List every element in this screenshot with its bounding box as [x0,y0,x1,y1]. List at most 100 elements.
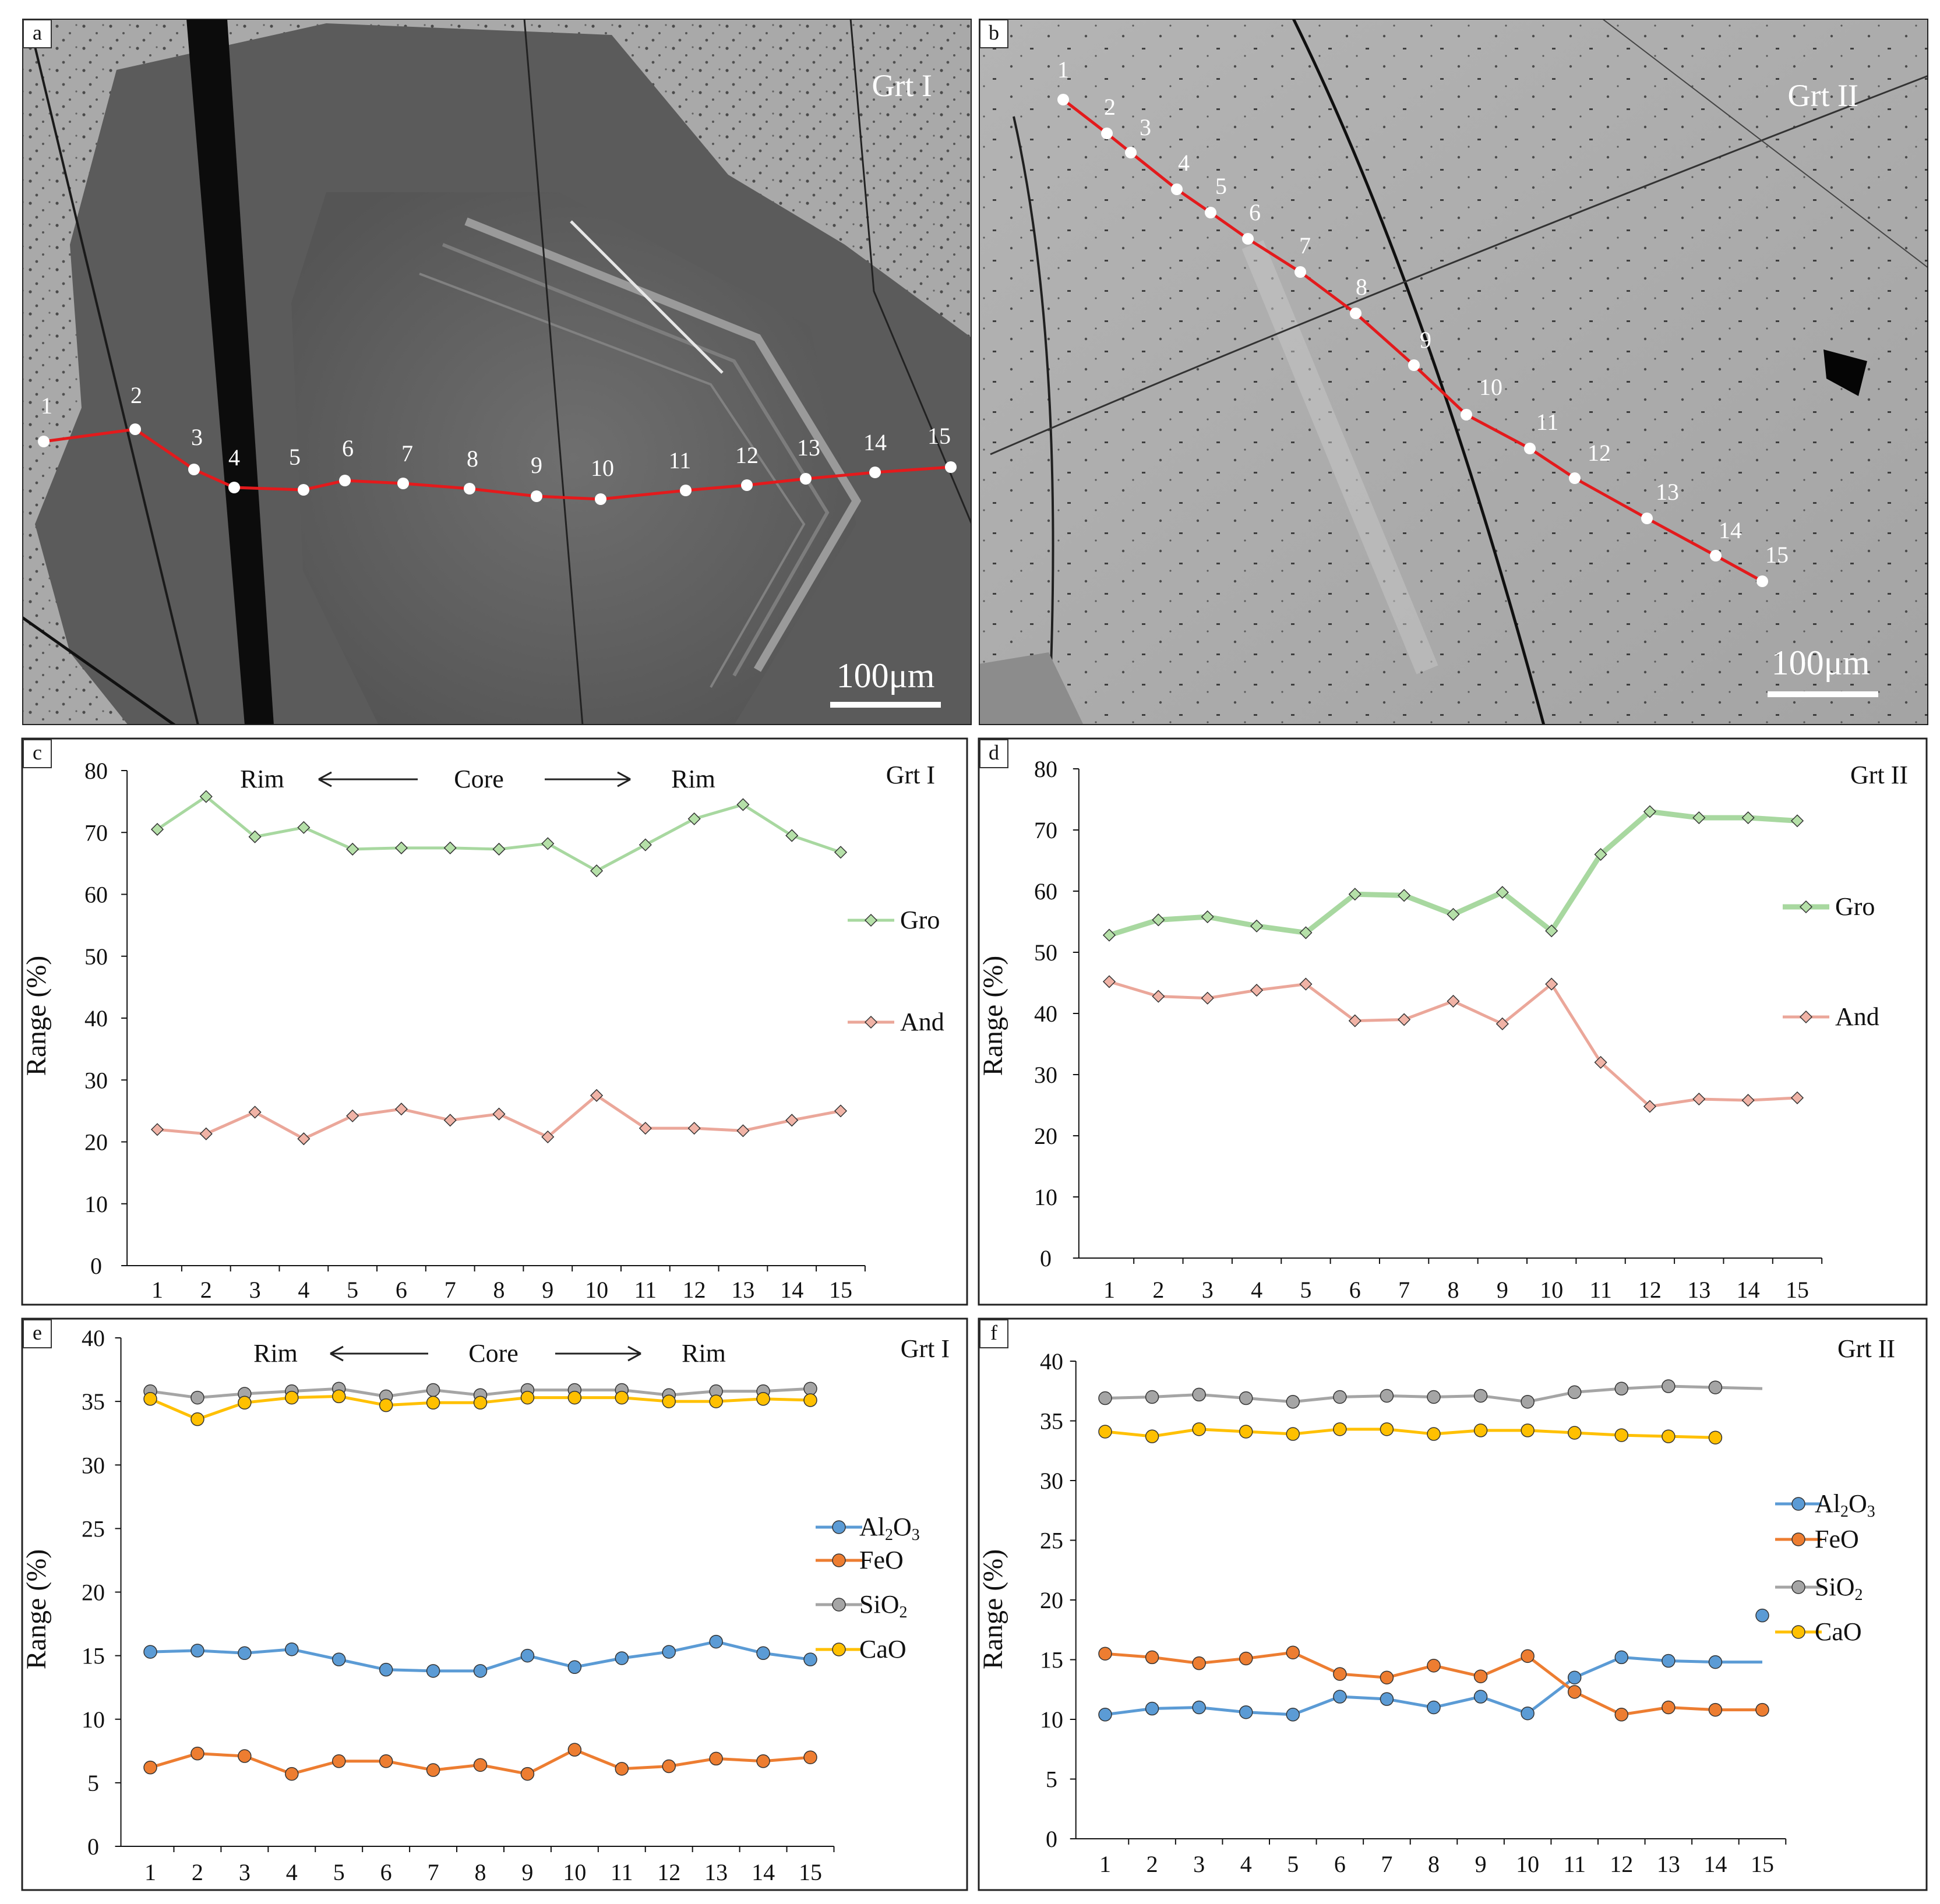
profile-a-point [397,478,409,489]
legend-cao-label: CaO [859,1635,906,1663]
x-tick-label: 10 [585,1277,608,1303]
series-feo-point [473,1758,488,1772]
series-and-point [1545,977,1558,991]
x-tick-label: 1 [151,1277,163,1303]
profile-b-point-label: 3 [1140,114,1151,140]
series-and-point [1201,991,1214,1005]
series-feo-point [1427,1659,1441,1673]
series-and-point [1348,1014,1361,1027]
series-and-point [1643,1100,1656,1113]
y-tick-label: 20 [1034,1123,1057,1149]
series-al2o3-point [1708,1655,1723,1669]
series-feo-point [1614,1708,1629,1722]
series-al2o3-point [662,1645,676,1659]
profile-a-point-label: 12 [735,442,759,468]
series-al2o3-point [473,1664,488,1678]
series-gro-point [1495,886,1509,899]
profile-b-point [1641,513,1653,524]
y-tick-label: 15 [82,1643,105,1669]
series-cao-point [143,1392,157,1406]
legend-gro-marker [864,913,878,927]
profile-a-point [129,423,141,435]
profile-a-point-label: 8 [467,446,478,472]
profile-b-point-label: 5 [1215,173,1227,199]
y-tick-label: 70 [84,819,108,846]
y-axis-label: Range (%) [21,1549,52,1670]
profile-b-point-label: 14 [1719,517,1742,543]
series-feo-point [238,1749,252,1763]
series-al2o3-point [1098,1708,1112,1722]
y-tick-label: 20 [1040,1587,1063,1613]
series-gro-point [248,830,262,843]
x-tick-label: 10 [563,1859,586,1885]
profile-a-point [298,484,309,496]
y-tick-label: 10 [1040,1707,1063,1733]
x-tick-label: 4 [1251,1277,1262,1303]
series-cao-point [1708,1430,1723,1444]
legend-sio2-label: SiO2 [859,1590,907,1622]
panel-a-scale-bar [830,702,941,708]
series-gro-point [150,822,164,836]
annotation-rim-right: Rim [671,765,715,793]
x-tick-label: 15 [1786,1277,1809,1303]
profile-a-point [680,485,692,496]
x-tick-label: 12 [683,1277,706,1303]
x-tick-label: 14 [1703,1851,1727,1877]
series-cao-point [1380,1422,1394,1436]
series-and-point [1594,1055,1607,1069]
series-cao-point [709,1394,723,1408]
y-tick-label: 70 [1034,817,1057,843]
x-tick-label: 3 [239,1859,251,1885]
series-gro-point [1545,924,1558,938]
y-tick-label: 60 [84,882,108,908]
series-al2o3-point [1427,1700,1441,1715]
x-tick-label: 6 [1349,1277,1361,1303]
series-gro-point [1348,888,1361,901]
y-tick-label: 20 [82,1580,105,1606]
annotation-rim-left: Rim [240,765,284,793]
y-tick-label: 10 [82,1707,105,1733]
series-gro-point [736,798,750,811]
series-cao-point [331,1389,346,1404]
y-tick-label: 30 [1040,1468,1063,1494]
profile-b-point [1461,409,1472,421]
series-al2o3-point [520,1648,535,1663]
series-cao-point [1521,1423,1535,1437]
profile-a-point-label: 1 [41,393,52,419]
x-tick-label: 2 [1147,1851,1158,1877]
y-tick-label: 15 [1040,1647,1063,1673]
series-feo-point [426,1763,440,1777]
series-al2o3-point [285,1642,299,1656]
series-al2o3-point [331,1652,346,1666]
profile-b-point-label: 7 [1299,232,1311,259]
panel-d-label: d [989,741,999,764]
series-and-point [248,1105,262,1119]
series-al2o3-point [1145,1701,1159,1716]
series-gro-point [541,837,555,850]
y-tick-label: 0 [1040,1245,1052,1271]
series-feo-point [1239,1651,1253,1666]
profile-b-point [1408,359,1420,371]
bse-image-b [979,19,1928,725]
series-al2o3-point [1662,1654,1676,1668]
series-sio2-point [1380,1389,1394,1403]
series-and-point [394,1103,408,1116]
profile-line-a: 1 234 5 6 7 8 9 10 11 12 13 14 15 [38,382,957,505]
profile-a-point [38,436,50,447]
x-tick-label: 11 [1589,1277,1612,1303]
series-al2o3-point [1521,1707,1535,1721]
series-feo-point [803,1750,817,1764]
legend-and-marker [1799,1010,1813,1024]
y-tick-label: 80 [84,758,108,784]
legend-feo-marker [832,1553,846,1567]
legend-gro-marker [1799,900,1813,914]
panel-f-label: f [990,1321,997,1344]
y-tick-label: 60 [1034,878,1057,905]
y-tick-label: 30 [84,1067,108,1093]
profile-a-point-label: 3 [191,424,203,450]
series-gro-point [1790,814,1804,828]
series-cao-point [379,1398,393,1412]
series-feo-point [331,1754,346,1768]
chart-d-frame [978,737,1928,1306]
series-and-point [1398,1013,1411,1026]
